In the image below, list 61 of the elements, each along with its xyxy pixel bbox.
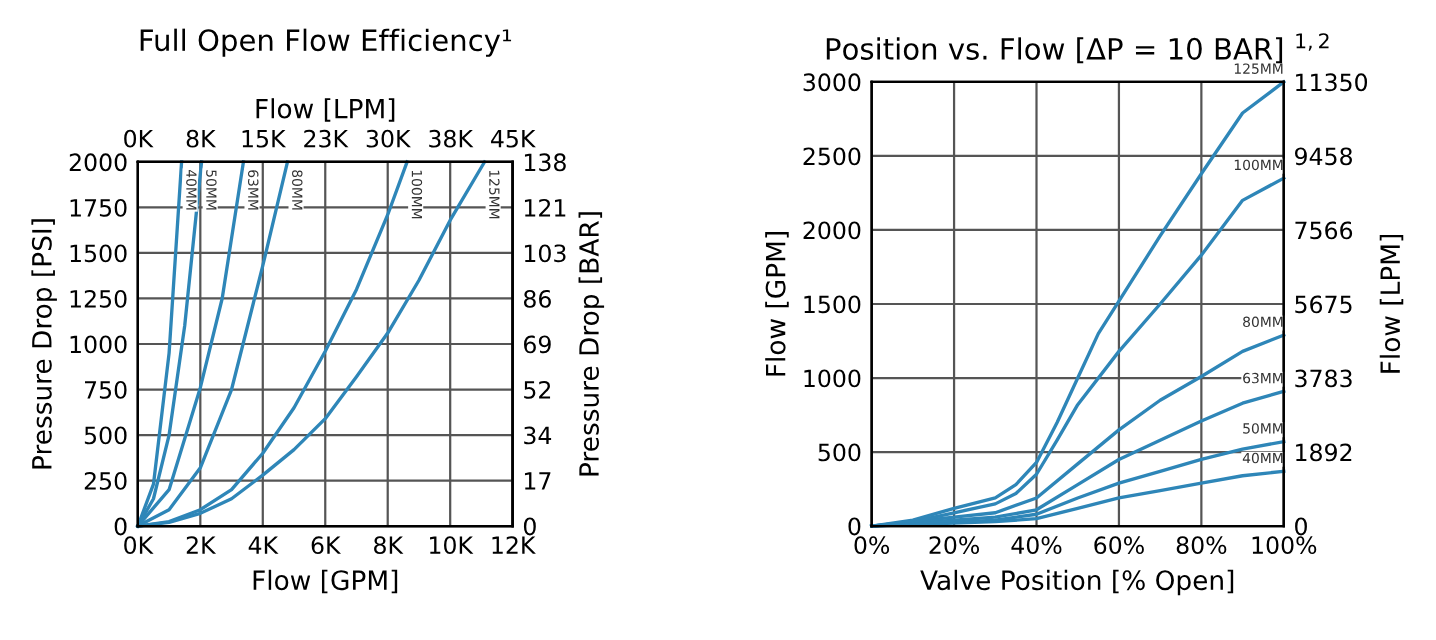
chart-title: Full Open Flow Efficiency¹ — [140, 28, 512, 57]
y-axis-title: Flow [GPM] — [765, 232, 789, 376]
x2-tick-label: 45K — [491, 130, 536, 148]
x-tick-label: 80% — [1176, 536, 1227, 555]
x-tick-label: 6K — [311, 536, 341, 555]
y2-tick-label: 121 — [524, 198, 566, 217]
y2-tick-label: 138 — [524, 153, 566, 172]
y2-tick-label: 69 — [524, 335, 551, 354]
x-tick-label: 60% — [1094, 536, 1144, 555]
y2-tick-label: 0 — [523, 517, 536, 536]
y-tick-label: 750 — [85, 380, 127, 399]
y-tick-label: 500 — [84, 426, 127, 445]
y-tick-label: 250 — [84, 472, 127, 490]
y2-tick-label: 17 — [524, 472, 551, 490]
y-tick-label: 1000 — [70, 335, 127, 354]
x-tick-label: 2K — [186, 536, 217, 554]
y-tick-label: 1000 — [804, 369, 861, 388]
chart-title: Position vs. Flow [ΔP = 10 BAR] $^{1,2}$ — [826, 33, 1329, 64]
y-tick-label: 2000 — [69, 153, 127, 172]
y-tick-label: 1750 — [70, 198, 127, 217]
y2-tick-label: 5675 — [1295, 295, 1352, 314]
y-tick-label: 2000 — [803, 221, 861, 240]
y-tick-label: 3000 — [803, 73, 861, 92]
y2-tick-label: 7566 — [1295, 221, 1353, 240]
y-tick-label: 1500 — [70, 244, 127, 263]
y2-tick-label: 3783 — [1295, 369, 1352, 388]
x-tick-label: 100% — [1252, 536, 1317, 555]
y-axis-title: Pressure Drop [PSI] — [31, 219, 57, 469]
x-tick-label: 12K — [492, 536, 536, 554]
y-tick-label: 2500 — [803, 147, 861, 166]
x-tick-label: 0% — [854, 536, 890, 555]
x2-tick-label: 30K — [366, 129, 411, 148]
y-tick-label: 500 — [818, 443, 861, 462]
x-axis-title: Valve Position [% Open] — [920, 569, 1234, 596]
x-tick-label: 20% — [929, 536, 980, 555]
x-axis-title: Flow [GPM] — [253, 569, 398, 594]
y2-tick-label: 11350 — [1296, 73, 1368, 92]
y2-axis-title: Flow [LPM] — [1379, 234, 1404, 373]
x-tick-label: 8K — [374, 536, 404, 555]
y2-axis-title: Pressure Drop [BAR] — [578, 212, 605, 476]
x-tick-label: 10K — [430, 536, 474, 555]
y2-tick-label: 52 — [524, 380, 551, 399]
y2-tick-label: 0 — [1295, 517, 1307, 536]
x-tick-label: 0K — [124, 536, 154, 555]
y2-tick-label: 9458 — [1294, 147, 1352, 166]
y2-tick-label: 1892 — [1296, 443, 1352, 462]
x-tick-label: 4K — [248, 536, 279, 554]
y-tick-label: 0 — [114, 517, 127, 536]
x2-tick-label: 0K — [124, 129, 154, 148]
y-tick-label: 0 — [848, 517, 861, 536]
y2-tick-label: 86 — [523, 289, 551, 308]
y2-tick-label: 34 — [524, 426, 552, 445]
y-tick-label: 1500 — [804, 295, 861, 314]
x2-tick-label: 38K — [429, 129, 474, 148]
y-tick-label: 1250 — [70, 289, 127, 308]
y2-tick-label: 103 — [524, 244, 566, 263]
x2-tick-label: 23K — [304, 129, 349, 148]
x2-tick-label: 15K — [242, 130, 287, 148]
x2-tick-label: 8K — [186, 129, 217, 148]
x-tick-label: 40% — [1011, 536, 1062, 555]
x2-axis-title: Flow [LPM] — [256, 98, 395, 122]
